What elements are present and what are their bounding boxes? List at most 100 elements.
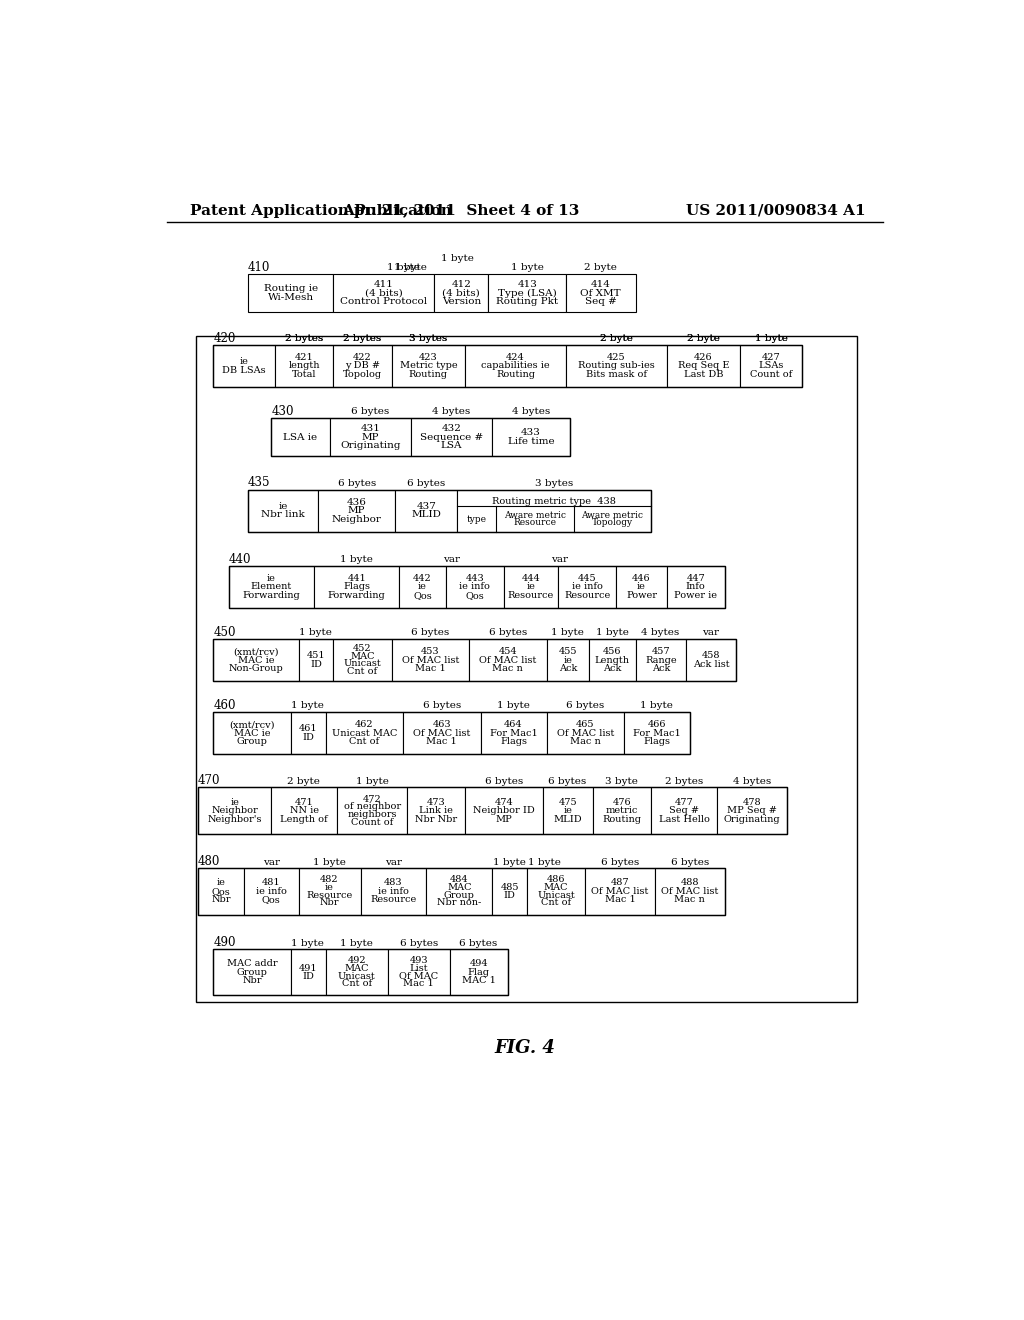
Bar [326, 711, 403, 755]
Text: Mac 1: Mac 1 [403, 979, 434, 989]
Bar [317, 490, 395, 532]
Bar [593, 788, 651, 834]
Text: var: var [551, 556, 568, 564]
Text: Nbr: Nbr [319, 899, 339, 907]
Text: Of MAC: Of MAC [399, 972, 438, 981]
Text: Group: Group [237, 968, 267, 977]
Text: ie: ie [418, 582, 427, 591]
Text: 472: 472 [362, 795, 382, 804]
Text: Ack: Ack [603, 664, 622, 673]
Text: Group: Group [237, 737, 267, 746]
Text: ie: ie [216, 879, 225, 887]
Text: 6 bytes: 6 bytes [488, 628, 527, 638]
Text: Cnt of: Cnt of [342, 979, 372, 989]
Text: 426: 426 [694, 352, 713, 362]
Text: neighbors: neighbors [347, 810, 397, 818]
Bar [198, 788, 271, 834]
Text: 4 bytes: 4 bytes [733, 777, 771, 785]
Text: 4 bytes: 4 bytes [512, 408, 550, 416]
Text: ID: ID [310, 660, 322, 669]
Text: 447: 447 [686, 574, 706, 583]
Text: type: type [467, 515, 486, 524]
Text: Nbr: Nbr [211, 895, 230, 904]
Text: 466: 466 [648, 721, 667, 729]
Text: ID: ID [302, 733, 314, 742]
Text: Resource: Resource [306, 891, 352, 900]
Text: 413: 413 [517, 280, 537, 289]
Text: 1 byte: 1 byte [511, 264, 544, 272]
Text: 453: 453 [421, 647, 439, 656]
Text: Of MAC list: Of MAC list [662, 887, 719, 896]
Bar [291, 711, 326, 755]
Text: Topology: Topology [592, 519, 633, 528]
Text: Mac 1: Mac 1 [415, 664, 445, 673]
Text: 458: 458 [701, 651, 721, 660]
Text: 492: 492 [347, 956, 366, 965]
Text: MAC addr: MAC addr [226, 960, 278, 969]
Text: Topolog: Topolog [343, 370, 382, 379]
Bar [458, 490, 651, 532]
Text: 473: 473 [427, 797, 445, 807]
Bar [330, 418, 411, 457]
Text: Last DB: Last DB [684, 370, 723, 379]
Text: 487: 487 [610, 879, 630, 887]
Text: 6 bytes: 6 bytes [350, 408, 389, 416]
Text: MP: MP [496, 814, 512, 824]
Text: 471: 471 [295, 797, 313, 807]
Text: US 2011/0090834 A1: US 2011/0090834 A1 [686, 203, 865, 218]
Text: Range: Range [645, 656, 677, 664]
Text: Power ie: Power ie [674, 591, 717, 599]
Text: 6 bytes: 6 bytes [566, 701, 604, 710]
Text: For Mac1: For Mac1 [633, 729, 681, 738]
Text: Routing: Routing [409, 370, 447, 379]
Text: MAC: MAC [350, 652, 375, 661]
Text: Routing sub-ies: Routing sub-ies [578, 362, 654, 371]
Text: 427: 427 [762, 352, 780, 362]
Text: 456: 456 [603, 647, 622, 656]
Text: 462: 462 [355, 721, 374, 729]
Bar [391, 345, 465, 387]
Text: 464: 464 [504, 721, 523, 729]
Bar [547, 711, 624, 755]
Bar [388, 949, 450, 995]
Text: Metric type: Metric type [399, 362, 457, 371]
Text: Length of: Length of [281, 814, 328, 824]
Bar [271, 788, 337, 834]
Text: Type (LSA): Type (LSA) [498, 289, 556, 298]
Text: 424: 424 [506, 352, 525, 362]
Bar [213, 345, 802, 387]
Bar [547, 639, 589, 681]
Text: 6 bytes: 6 bytes [548, 777, 587, 785]
Bar [213, 711, 690, 755]
Bar [493, 869, 527, 915]
Text: 6 bytes: 6 bytes [411, 628, 450, 638]
Text: 1 byte: 1 byte [313, 858, 346, 867]
Bar [248, 275, 334, 313]
Text: 490: 490 [213, 936, 236, 949]
Text: 414: 414 [591, 280, 610, 289]
Text: NN ie: NN ie [290, 807, 318, 814]
Text: 6 bytes: 6 bytes [423, 701, 461, 710]
Bar [197, 335, 856, 1002]
Text: 1 byte: 1 byte [340, 939, 373, 948]
Text: Unicast MAC: Unicast MAC [332, 729, 397, 738]
Text: 1 byte: 1 byte [551, 628, 584, 638]
Text: 425: 425 [607, 352, 626, 362]
Text: 454: 454 [499, 647, 517, 656]
Text: ie: ie [325, 883, 334, 892]
Bar [667, 345, 740, 387]
Bar [655, 869, 725, 915]
Text: 2 bytes: 2 bytes [285, 334, 323, 343]
Text: Mac 1: Mac 1 [605, 895, 636, 904]
Text: Wi-Mesh: Wi-Mesh [267, 293, 313, 302]
Text: 1 byte: 1 byte [355, 777, 388, 785]
Text: MAC ie: MAC ie [233, 729, 270, 738]
Text: Unicast: Unicast [344, 660, 381, 668]
Text: Flag: Flag [468, 968, 489, 977]
Text: Routing Pkt: Routing Pkt [496, 297, 558, 306]
Text: var: var [702, 628, 719, 638]
Text: (4 bits): (4 bits) [442, 289, 480, 297]
Text: Originating: Originating [340, 441, 400, 450]
Bar [245, 869, 299, 915]
Text: Seq #: Seq # [585, 297, 616, 306]
